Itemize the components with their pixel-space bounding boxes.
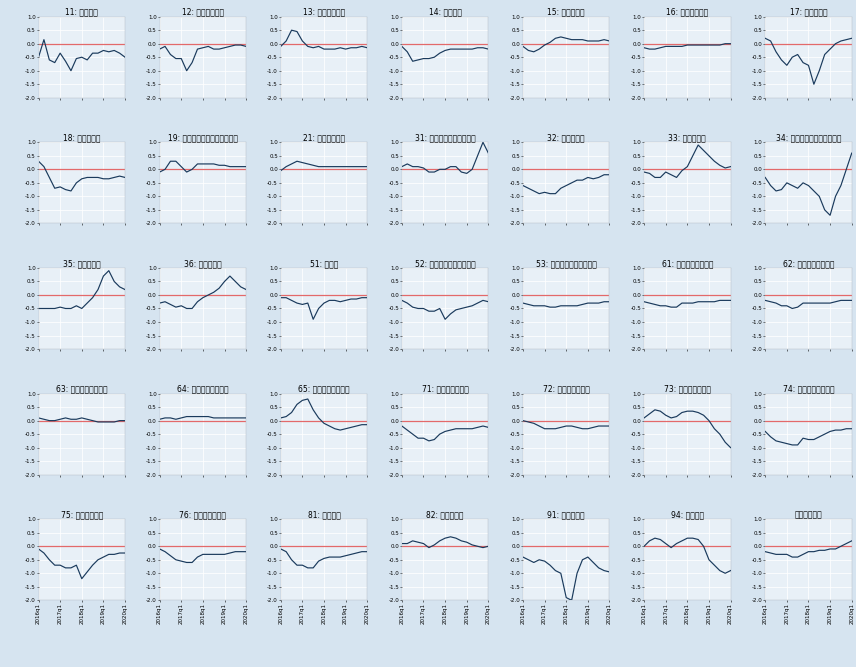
Title: 13: 西スマトラ州: 13: 西スマトラ州 xyxy=(303,7,345,17)
Title: 36: バンテン州: 36: バンテン州 xyxy=(184,259,222,268)
Title: 82: 北マルク州: 82: 北マルク州 xyxy=(426,510,464,519)
Title: 91: 西パプア州: 91: 西パプア州 xyxy=(548,510,585,519)
Title: 34: ジョグジャカルタ特別州: 34: ジョグジャカルタ特別州 xyxy=(776,133,841,142)
Title: 76: 西スラウェシ州: 76: 西スラウェシ州 xyxy=(180,510,226,519)
Title: 94: パプア州: 94: パプア州 xyxy=(671,510,704,519)
Title: 64: 東カリマンタン州: 64: 東カリマンタン州 xyxy=(177,384,229,394)
Title: 61: 西カリマンタン州: 61: 西カリマンタン州 xyxy=(662,259,713,268)
Title: 71: 北スラウェシ州: 71: 北スラウェシ州 xyxy=(422,384,468,394)
Title: 33: 中ジャワ州: 33: 中ジャワ州 xyxy=(669,133,706,142)
Title: 52: 西ヌサ・トゥンガラ州: 52: 西ヌサ・トゥンガラ州 xyxy=(415,259,475,268)
Title: 65: 北カリマンタン州: 65: 北カリマンタン州 xyxy=(298,384,350,394)
Title: 18: ランプン州: 18: ランプン州 xyxy=(63,133,100,142)
Title: 53: 東ヌサ・トゥンガラ州: 53: 東ヌサ・トゥンガラ州 xyxy=(536,259,597,268)
Title: 81: マルク州: 81: マルク州 xyxy=(307,510,341,519)
Title: 12: 北スマトラ州: 12: 北スマトラ州 xyxy=(181,7,224,17)
Title: 31: ジャカルタ首都特別州: 31: ジャカルタ首都特別州 xyxy=(415,133,475,142)
Title: 74: 東南スラウェシ州: 74: 東南スラウェシ州 xyxy=(782,384,835,394)
Title: 11: アチェ州: 11: アチェ州 xyxy=(65,7,98,17)
Title: 63: 南カリマンタン州: 63: 南カリマンタン州 xyxy=(56,384,108,394)
Title: インドネシア: インドネシア xyxy=(794,510,823,519)
Title: 72: 中スラウェシ州: 72: 中スラウェシ州 xyxy=(543,384,590,394)
Title: 32: 西ジャワ州: 32: 西ジャワ州 xyxy=(548,133,585,142)
Title: 15: ジャンビ州: 15: ジャンビ州 xyxy=(548,7,585,17)
Title: 21: リアウ群島州: 21: リアウ群島州 xyxy=(303,133,345,142)
Title: 35: 東ジャワ州: 35: 東ジャワ州 xyxy=(62,259,101,268)
Title: 51: バリ州: 51: バリ州 xyxy=(310,259,338,268)
Title: 75: ゴロンタロ州: 75: ゴロンタロ州 xyxy=(61,510,103,519)
Title: 19: バンカ・ブリトウン群島州: 19: バンカ・ブリトウン群島州 xyxy=(168,133,238,142)
Title: 73: 南スラウェシ州: 73: 南スラウェシ州 xyxy=(664,384,710,394)
Title: 16: 南スマトラ州: 16: 南スマトラ州 xyxy=(666,7,709,17)
Title: 14: リアウ州: 14: リアウ州 xyxy=(429,7,461,17)
Title: 17: ベンクル州: 17: ベンクル州 xyxy=(789,7,827,17)
Title: 62: 中カリマンタン州: 62: 中カリマンタン州 xyxy=(782,259,835,268)
